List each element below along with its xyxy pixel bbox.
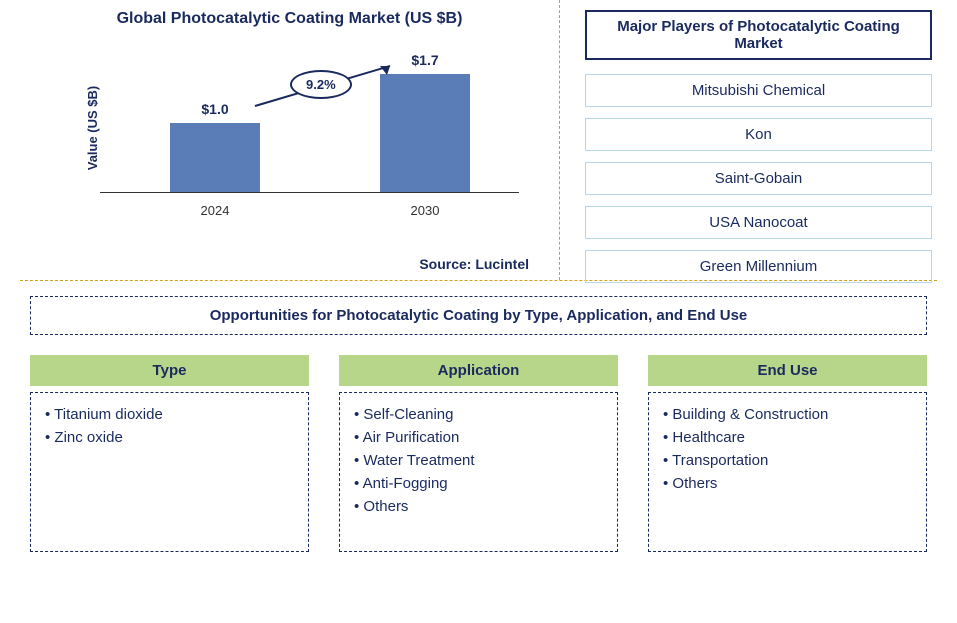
list-item: Water Treatment	[354, 449, 603, 472]
list-item: Others	[354, 495, 603, 518]
list-item: Self-Cleaning	[354, 403, 603, 426]
source-label: Source: Lucintel	[419, 256, 529, 272]
opportunities-columns: Type Titanium dioxide Zinc oxide Applica…	[30, 355, 927, 552]
chart-area: Value (US $B) $1.0 $1.7 9.2% 2024 2030	[100, 38, 519, 218]
players-panel: Major Players of Photocatalytic Coating …	[560, 0, 957, 280]
column-header: End Use	[648, 355, 927, 386]
bar-2024: $1.0	[170, 123, 260, 193]
growth-rate-oval: 9.2%	[290, 70, 352, 99]
column-application: Application Self-Cleaning Air Purificati…	[339, 355, 618, 552]
list-item: Air Purification	[354, 426, 603, 449]
list-item: Zinc oxide	[45, 426, 294, 449]
opportunities-section: Opportunities for Photocatalytic Coating…	[0, 281, 957, 567]
x-tick-2024: 2024	[201, 203, 230, 218]
chart-title: Global Photocatalytic Coating Market (US…	[40, 10, 539, 28]
chart-baseline	[100, 192, 519, 193]
list-item: Healthcare	[663, 426, 912, 449]
player-item: Mitsubishi Chemical	[585, 74, 932, 107]
list-item: Others	[663, 472, 912, 495]
column-header: Type	[30, 355, 309, 386]
bar-label-2024: $1.0	[201, 101, 228, 117]
list-item: Building & Construction	[663, 403, 912, 426]
column-enduse: End Use Building & Construction Healthca…	[648, 355, 927, 552]
y-axis-label: Value (US $B)	[85, 86, 100, 171]
growth-rate-label: 9.2%	[306, 77, 336, 92]
players-title: Major Players of Photocatalytic Coating …	[585, 10, 932, 60]
column-type: Type Titanium dioxide Zinc oxide	[30, 355, 309, 552]
player-item: Green Millennium	[585, 250, 932, 283]
list-item: Titanium dioxide	[45, 403, 294, 426]
top-section: Global Photocatalytic Coating Market (US…	[0, 0, 957, 280]
chart-panel: Global Photocatalytic Coating Market (US…	[0, 0, 560, 280]
player-item: USA Nanocoat	[585, 206, 932, 239]
list-item: Anti-Fogging	[354, 472, 603, 495]
column-body: Building & Construction Healthcare Trans…	[648, 392, 927, 552]
player-item: Kon	[585, 118, 932, 151]
column-body: Self-Cleaning Air Purification Water Tre…	[339, 392, 618, 552]
player-item: Saint-Gobain	[585, 162, 932, 195]
opportunities-title: Opportunities for Photocatalytic Coating…	[30, 296, 927, 335]
column-header: Application	[339, 355, 618, 386]
column-body: Titanium dioxide Zinc oxide	[30, 392, 309, 552]
list-item: Transportation	[663, 449, 912, 472]
x-tick-2030: 2030	[411, 203, 440, 218]
bar-label-2030: $1.7	[411, 52, 438, 68]
